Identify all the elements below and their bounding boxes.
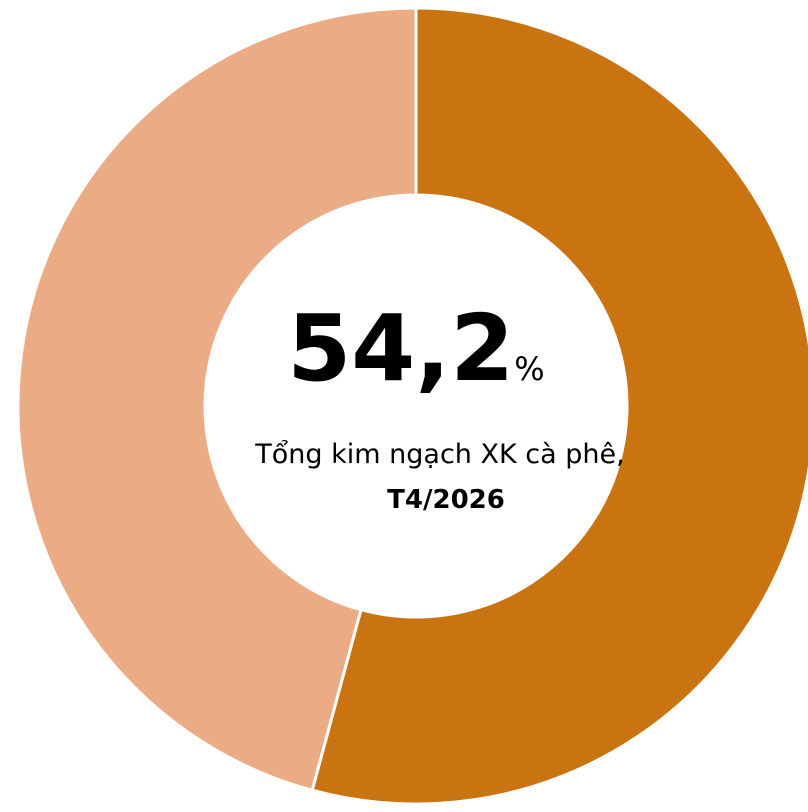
value-label: 54,2 (287, 295, 514, 402)
subtitle: Tổng kim ngạch XK cà phê, (254, 439, 624, 470)
donut-segment (16, 6, 418, 793)
caption: T4/2026 (387, 485, 505, 515)
center-value: 54,2% (287, 295, 544, 402)
segments (16, 6, 808, 806)
donut-segment (310, 6, 808, 806)
value-unit: % (514, 350, 544, 388)
